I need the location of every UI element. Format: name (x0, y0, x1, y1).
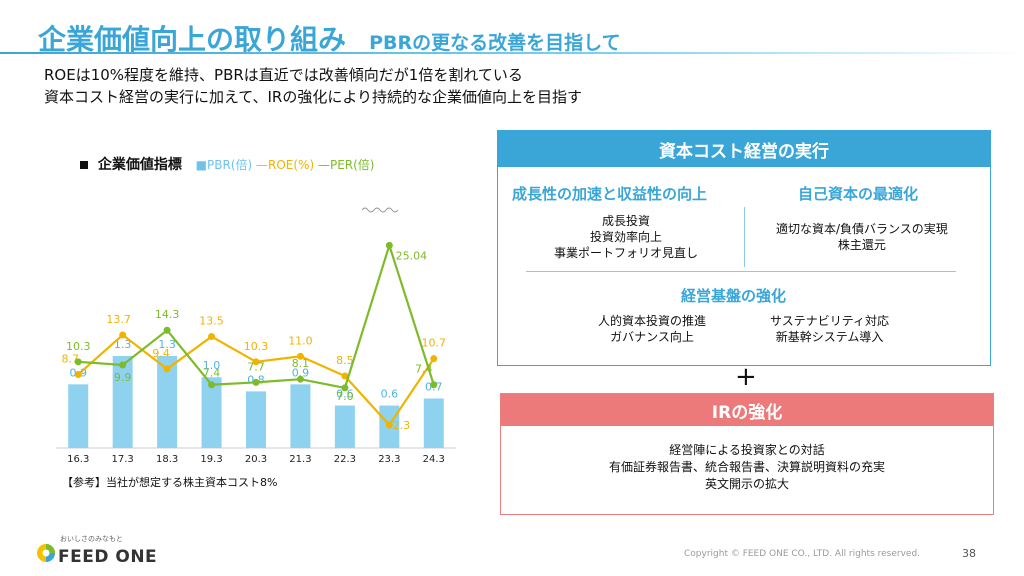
x-tick-label: 18.3 (156, 454, 178, 465)
page-title: 企業価値向上の取り組み PBRの更なる改善を目指して (38, 18, 621, 58)
kpi-chart: 0.91.31.31.00.80.90.60.60.716.317.318.31… (56, 207, 456, 465)
pbr-bar (334, 405, 355, 448)
roe-point (430, 355, 438, 363)
lead-line-1: ROEは10%程度を維持、PBRは直近では改善傾向だが1倍を割れている (44, 66, 523, 84)
x-tick-label: 22.3 (334, 454, 356, 465)
legend-pbr: ■PBR(倍) (195, 158, 253, 172)
per-data-label: 7.7 (247, 360, 265, 373)
growth-title: 成長性の加速と収益性の向上 (512, 185, 708, 203)
per-point (385, 241, 393, 249)
feed-one-logo-icon (36, 543, 56, 567)
legend-roe: —ROE(%) (256, 158, 315, 172)
pbr-bar (423, 398, 444, 448)
per-data-label: 7.4 (415, 363, 433, 376)
roe-point (385, 421, 393, 429)
roe-point (296, 352, 304, 360)
pbr-bar (290, 384, 311, 448)
equity-title: 自己資本の最適化 (798, 185, 919, 203)
pbr-data-label: 0.6 (381, 388, 399, 401)
growth-items: 成長投資 投資効率向上 事業ポートフォリオ見直し (554, 214, 699, 260)
plus-icon: + (735, 362, 757, 392)
pbr-bar (112, 356, 133, 448)
pbr-data-label: 0.6 (336, 388, 354, 401)
x-tick-label: 19.3 (200, 454, 222, 465)
cost-of-equity-note: 【参考】当社が想定する株主資本コスト8% (62, 476, 278, 489)
per-point (341, 384, 349, 392)
roe-point (208, 333, 216, 341)
roe-point (341, 372, 349, 380)
per-point (208, 381, 216, 389)
per-point (163, 326, 171, 334)
pbr-data-label: 1.0 (203, 359, 221, 372)
legend-per: —PER(倍) (317, 158, 375, 172)
page-number: 38 (962, 547, 976, 560)
x-tick-label: 21.3 (289, 454, 311, 465)
per-data-label: 9.9 (114, 371, 131, 384)
per-point (119, 361, 127, 369)
ir-heading: IRの強化 (501, 394, 993, 426)
roe-data-label: 13.7 (106, 313, 130, 326)
roe-data-label: 13.5 (199, 315, 224, 328)
equity-items: 適切な資本/負債バランスの実現 株主還元 (776, 222, 948, 252)
roe-data-label: 2.3 (393, 419, 411, 432)
pbr-data-label: 1.3 (114, 338, 131, 351)
x-tick-label: 17.3 (112, 454, 134, 465)
roe-point (119, 331, 127, 339)
horizontal-divider (526, 271, 956, 272)
base-items-left: 人的資本投資の推進 ガバナンス向上 (598, 314, 707, 344)
per-data-label: 7.0 (336, 390, 354, 403)
per-data-label: 10.3 (66, 340, 91, 353)
roe-point (163, 365, 171, 373)
per-data-label: 8.1 (292, 357, 310, 370)
x-tick-label: 23.3 (378, 454, 400, 465)
per-point (74, 358, 82, 366)
ir-panel: IRの強化 経営陣による投資家との対話 有価証券報告書、統合報告書、決算説明資料… (500, 393, 994, 515)
footer: おいしさのみなもと FEED ONE Copyright © FEED ONE … (0, 535, 1024, 576)
roe-point (252, 358, 260, 366)
copyright: Copyright © FEED ONE CO., LTD. All right… (684, 549, 921, 559)
base-title: 経営基盤の強化 (681, 287, 787, 305)
title-main: 企業価値向上の取り組み (38, 23, 347, 56)
chart-legend: 企業価値指標 ■PBR(倍) —ROE(%) —PER(倍) (80, 154, 375, 174)
chart-area: 0.91.31.31.00.80.90.60.60.716.317.318.31… (56, 140, 456, 470)
roe-point (74, 370, 82, 378)
pbr-bar (201, 377, 222, 448)
vertical-divider (744, 207, 745, 267)
square-bullet-icon (80, 161, 88, 169)
roe-data-label: 8.5 (336, 354, 354, 367)
pbr-data-label: 1.3 (158, 338, 176, 351)
pbr-bar (246, 391, 266, 448)
per-point (430, 381, 438, 389)
per-point (296, 375, 304, 383)
pbr-bar (157, 356, 178, 448)
x-tick-label: 24.3 (423, 454, 445, 465)
per-point (252, 378, 260, 386)
chart-title: 企業価値指標 (97, 157, 182, 173)
pbr-data-label: 0.9 (292, 366, 310, 379)
roe-data-label: 10.7 (422, 337, 447, 350)
per-data-label: 25.04 (396, 249, 428, 262)
per-data-label: 7.4 (203, 367, 221, 380)
capital-cost-panel: 資本コスト経営の実行 成長性の加速と収益性の向上 成長投資 投資効率向上 事業ポ… (497, 130, 991, 366)
title-rule (0, 52, 1024, 54)
x-tick-label: 20.3 (245, 454, 267, 465)
roe-data-label: 10.3 (244, 340, 269, 353)
per-data-label: 14.3 (155, 308, 180, 321)
x-tick-label: 16.3 (67, 454, 89, 465)
roe-data-label: 11.0 (288, 334, 313, 347)
logo-text: FEED ONE (58, 547, 158, 567)
axis-break-icon (361, 207, 399, 213)
capital-cost-heading: 資本コスト経営の実行 (498, 131, 990, 167)
logo-tagline: おいしさのみなもと (60, 535, 123, 543)
roe-data-label: 9.4 (152, 347, 170, 360)
lead-line-2: 資本コスト経営の実行に加えて、IRの強化により持続的な企業価値向上を目指す (44, 88, 583, 106)
pbr-bar (68, 384, 89, 448)
ir-items: 経営陣による投資家との対話 有価証券報告書、統合報告書、決算説明資料の充実 英文… (608, 443, 885, 491)
base-items-right: サステナビリティ対応 新基幹システム導入 (770, 314, 890, 344)
title-sub: PBRの更なる改善を目指して (369, 32, 621, 54)
roe-data-label: 8.7 (61, 352, 79, 365)
